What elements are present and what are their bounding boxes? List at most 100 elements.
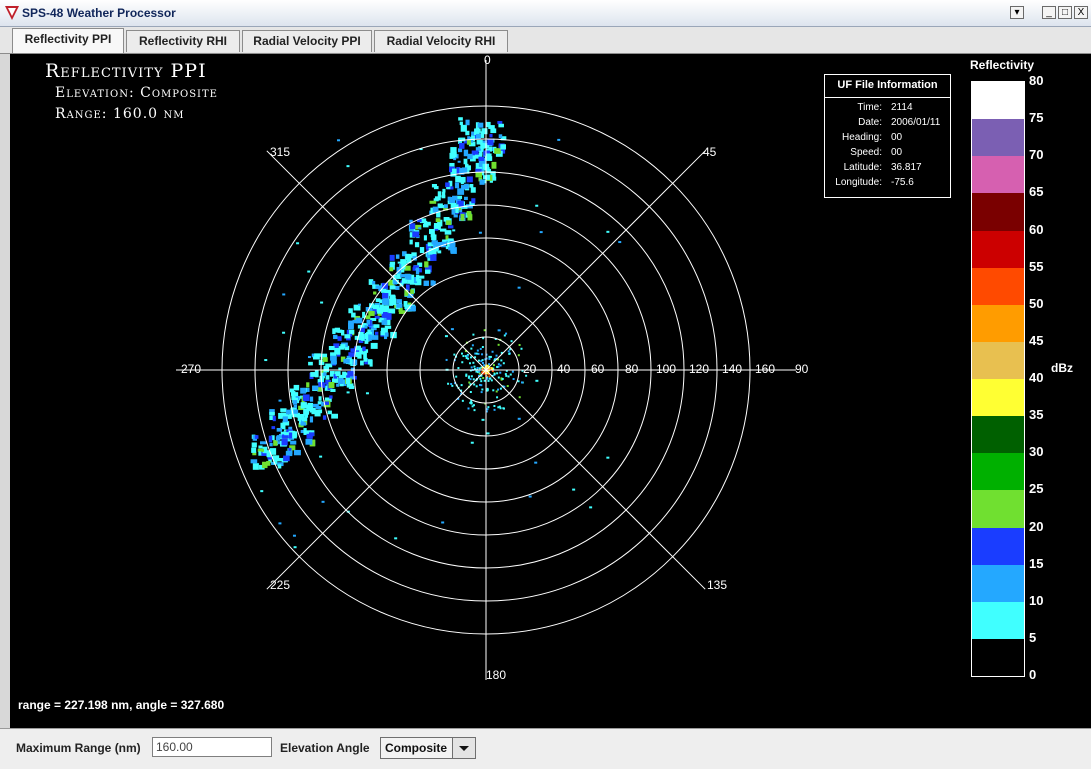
legend-tick-label: 70 — [1029, 147, 1044, 163]
legend-unit: dBz — [1051, 361, 1073, 375]
tab-reflectivity-ppi[interactable]: Reflectivity PPI — [12, 28, 124, 53]
legend-tick-label: 65 — [1029, 184, 1044, 200]
azimuth-label-0: 0 — [484, 54, 491, 67]
ring-label-20: 20 — [523, 362, 537, 376]
uf-info-row-speed: Speed: 00 — [825, 147, 950, 161]
azimuth-spoke — [266, 150, 706, 590]
legend-tick-label: 40 — [1029, 370, 1044, 385]
color-scale-segment — [972, 416, 1024, 454]
tab-radial-velocity-rhi[interactable]: Radial Velocity RHI — [374, 30, 508, 52]
color-scale-segment — [972, 82, 1024, 120]
title-bar: SPS-48 Weather Processor ▾ _ □ X — [0, 0, 1091, 27]
uf-info-key: Latitude: — [843, 162, 882, 173]
uf-info-row-longitude: Longitude: -75.6 — [825, 177, 950, 191]
uf-info-row-latitude: Latitude: 36.817 — [825, 162, 950, 176]
ppi-plot[interactable]: 20 40 60 80 100 120 140 160 0 45 90 135 … — [10, 54, 1091, 728]
azimuth-label-180: 180 — [486, 668, 506, 682]
max-range-input[interactable] — [152, 737, 272, 757]
elevation-angle-value: Composite — [385, 741, 448, 755]
tab-radial-velocity-ppi[interactable]: Radial Velocity PPI — [242, 30, 372, 52]
ring-label-100: 100 — [656, 362, 676, 376]
legend-tick-label: 15 — [1029, 555, 1044, 571]
legend-tick-label: 20 — [1029, 518, 1044, 534]
uf-info-key: Date: — [858, 117, 882, 128]
color-scale-segment — [972, 453, 1024, 491]
window-title: SPS-48 Weather Processor — [22, 6, 176, 20]
color-scale-bar — [971, 81, 1025, 677]
color-scale-segment — [972, 267, 1024, 305]
uf-info-value: -75.6 — [891, 177, 914, 188]
legend-tick-label: 80 — [1029, 73, 1044, 88]
color-scale-segment — [972, 119, 1024, 157]
uf-info-row-time: Time: 2114 — [825, 102, 950, 116]
ring-label-160: 160 — [755, 362, 775, 376]
azimuth-spokes — [176, 60, 796, 680]
ring-label-40: 40 — [557, 362, 571, 376]
legend-tick-label: 55 — [1029, 258, 1044, 274]
ring-label-60: 60 — [591, 362, 605, 376]
elevation-caption: Elevation: Composite — [55, 85, 218, 101]
legend-tick-label: 10 — [1029, 592, 1044, 608]
uf-info-key: Speed: — [850, 147, 882, 158]
legend-tick-label: 45 — [1029, 332, 1044, 348]
legend-tick-label: 5 — [1029, 629, 1037, 645]
azimuth-label-45: 45 — [703, 145, 717, 159]
color-scale-segment — [972, 638, 1024, 676]
uf-info-key: Heading: — [841, 132, 882, 143]
legend-title: Reflectivity — [970, 58, 1035, 72]
azimuth-label-225: 225 — [270, 578, 290, 592]
tab-bar: Reflectivity PPI Reflectivity RHI Radial… — [0, 27, 1091, 54]
uf-file-information-panel: UF File Information Time: 2114 Date: 200… — [824, 74, 951, 198]
azimuth-label-315: 315 — [270, 145, 290, 159]
color-scale-segment — [972, 193, 1024, 231]
uf-info-value: 2006/01/11 — [891, 117, 941, 128]
window-menu-icon[interactable]: ▾ — [1010, 6, 1024, 19]
azimuth-label-270: 270 — [181, 362, 201, 376]
legend-tick-label: 30 — [1029, 444, 1044, 460]
dropdown-button[interactable] — [452, 738, 475, 758]
legend-tick-label: 75 — [1029, 110, 1044, 126]
color-scale-segment — [972, 379, 1024, 417]
uf-info-key: Time: — [857, 102, 882, 113]
uf-info-row-date: Date: 2006/01/11 — [825, 117, 950, 131]
ring-label-80: 80 — [625, 362, 639, 376]
display-title: Reflectivity PPI — [45, 60, 207, 82]
azimuth-label-135: 135 — [707, 578, 727, 592]
legend-tick-label: 50 — [1029, 295, 1044, 311]
minimize-button[interactable]: _ — [1042, 6, 1056, 19]
ring-label-140: 140 — [722, 362, 742, 376]
color-scale-segment — [972, 341, 1024, 379]
color-scale-segment — [972, 564, 1024, 602]
legend-tick-label: 35 — [1029, 407, 1044, 423]
close-button[interactable]: X — [1074, 6, 1088, 19]
color-scale-segment — [972, 304, 1024, 342]
color-scale-segment — [972, 230, 1024, 268]
color-scale-segment — [972, 601, 1024, 639]
tab-reflectivity-rhi[interactable]: Reflectivity RHI — [126, 30, 240, 52]
color-scale-segment — [972, 527, 1024, 565]
elevation-angle-label: Elevation Angle — [280, 741, 370, 755]
uf-info-value: 2114 — [891, 102, 913, 113]
color-scale-segment — [972, 490, 1024, 528]
legend-tick-label: 0 — [1029, 667, 1037, 682]
legend-tick-label: 60 — [1029, 221, 1044, 237]
uf-info-value: 00 — [891, 132, 903, 143]
ring-labels: 20 40 60 80 100 120 140 160 — [523, 362, 775, 376]
uf-info-row-heading: Heading: 00 — [825, 132, 950, 146]
legend-tick-label: 25 — [1029, 481, 1044, 497]
range-caption: Range: 160.0 nm — [55, 106, 185, 122]
azimuth-label-90: 90 — [795, 362, 809, 376]
control-panel: Maximum Range (nm) Elevation Angle Compo… — [0, 728, 1091, 769]
uf-info-value: 00 — [891, 147, 903, 158]
azimuth-labels: 0 45 90 135 180 225 270 315 — [181, 54, 809, 682]
uf-info-divider — [825, 97, 950, 98]
reflectivity-echoes — [250, 117, 622, 549]
maximize-button[interactable]: □ — [1058, 6, 1072, 19]
uf-info-key: Longitude: — [835, 177, 882, 188]
chevron-down-icon — [459, 746, 469, 751]
elevation-angle-select[interactable]: Composite — [380, 737, 476, 759]
radar-display[interactable]: 20 40 60 80 100 120 140 160 0 45 90 135 … — [10, 54, 1091, 728]
uf-info-value: 36.817 — [891, 162, 922, 173]
app-logo-icon — [5, 6, 19, 20]
uf-info-title: UF File Information — [837, 79, 938, 91]
